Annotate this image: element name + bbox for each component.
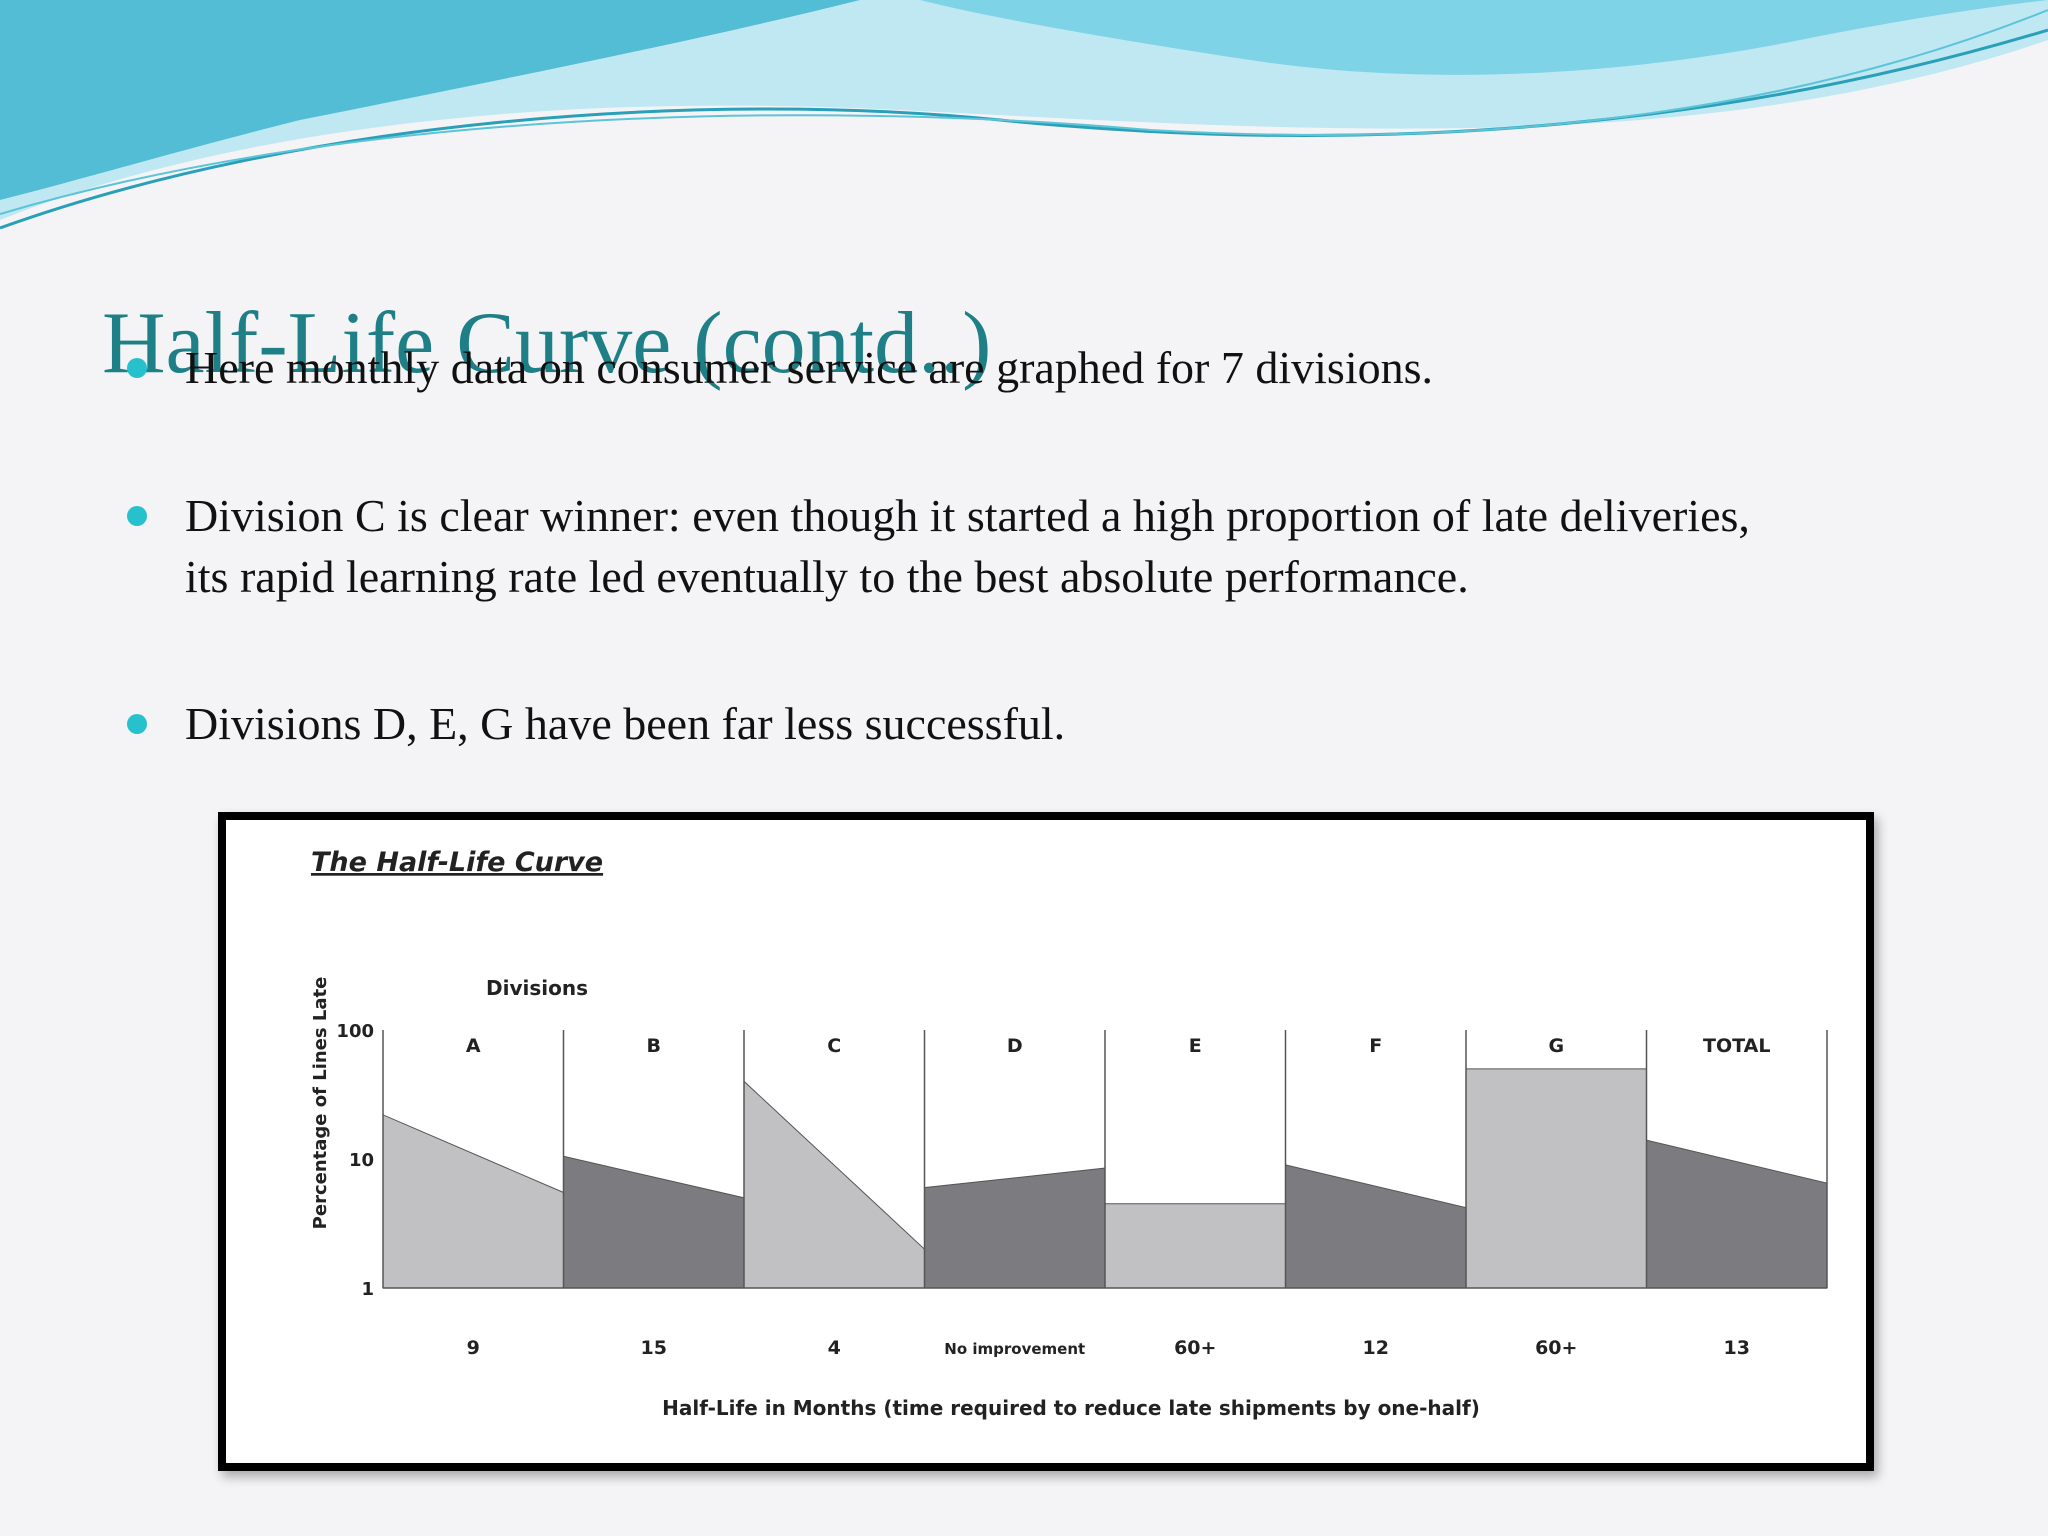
division-label-total: TOTAL	[1703, 1035, 1770, 1057]
y-tick-label: 10	[349, 1150, 374, 1171]
half-life-label-b: 15	[641, 1337, 667, 1359]
y-tick-label: 1	[361, 1279, 374, 1300]
wave-mid	[0, 0, 2048, 75]
header-wave-decoration	[0, 0, 2048, 230]
chart-frame: The Half-Life Curve Divisions Percentage…	[218, 812, 1874, 1471]
chart-title: The Half-Life Curve	[311, 847, 603, 878]
panel-area-b	[563, 1155, 745, 1289]
half-life-label-total: 13	[1724, 1337, 1750, 1359]
division-label-e: E	[1189, 1035, 1202, 1057]
y-axis-label: Percentage of Lines Late	[310, 977, 331, 1230]
division-label-g: G	[1548, 1035, 1564, 1057]
panel-area-a	[382, 1114, 564, 1289]
wave-line-2	[0, 9, 2048, 215]
y-tick-label: 100	[336, 1021, 374, 1042]
division-label-a: A	[466, 1035, 481, 1057]
bullet-dot-2	[127, 506, 147, 526]
slide-title: Half-Life Curve (contd..)	[102, 295, 992, 392]
panel-area-f	[1285, 1164, 1467, 1289]
division-label-b: B	[647, 1035, 661, 1057]
panel-area-e	[1104, 1203, 1286, 1289]
x-axis-label: Half-Life in Months (time required to re…	[662, 1396, 1480, 1420]
panel-area-c	[743, 1080, 925, 1289]
division-label-c: C	[827, 1035, 841, 1057]
half-life-label-e: 60+	[1174, 1337, 1216, 1359]
panel-area-g	[1465, 1068, 1647, 1289]
half-life-label-a: 9	[467, 1337, 480, 1359]
wave-front	[0, 0, 860, 200]
bullet-text-3: Divisions D, E, G have been far less suc…	[185, 698, 1066, 749]
bullet-text-1: Here monthly data on consumer service ar…	[185, 342, 1433, 393]
bullet-dot-1	[127, 358, 147, 378]
bullet-text-2: Division C is clear winner: even though …	[185, 490, 1750, 541]
panel-area-d	[924, 1167, 1106, 1289]
half-life-label-d: No improvement	[944, 1340, 1085, 1358]
panel-area-total	[1646, 1139, 1828, 1289]
half-life-label-f: 12	[1363, 1337, 1389, 1359]
bullet-dot-3	[127, 714, 147, 734]
divisions-label: Divisions	[486, 976, 588, 1000]
half-life-chart: The Half-Life Curve Divisions Percentage…	[310, 847, 1828, 1420]
half-life-label-c: 4	[828, 1337, 841, 1359]
half-life-label-g: 60+	[1535, 1337, 1577, 1359]
division-label-f: F	[1369, 1035, 1382, 1057]
division-label-d: D	[1007, 1035, 1023, 1057]
bullet-text-2b: its rapid learning rate led eventually t…	[185, 551, 1469, 602]
plot-area: A 9 B 15 C 4 D No improvement E 60+ F 12 G 60+ TOTAL 13…	[336, 1021, 1828, 1359]
